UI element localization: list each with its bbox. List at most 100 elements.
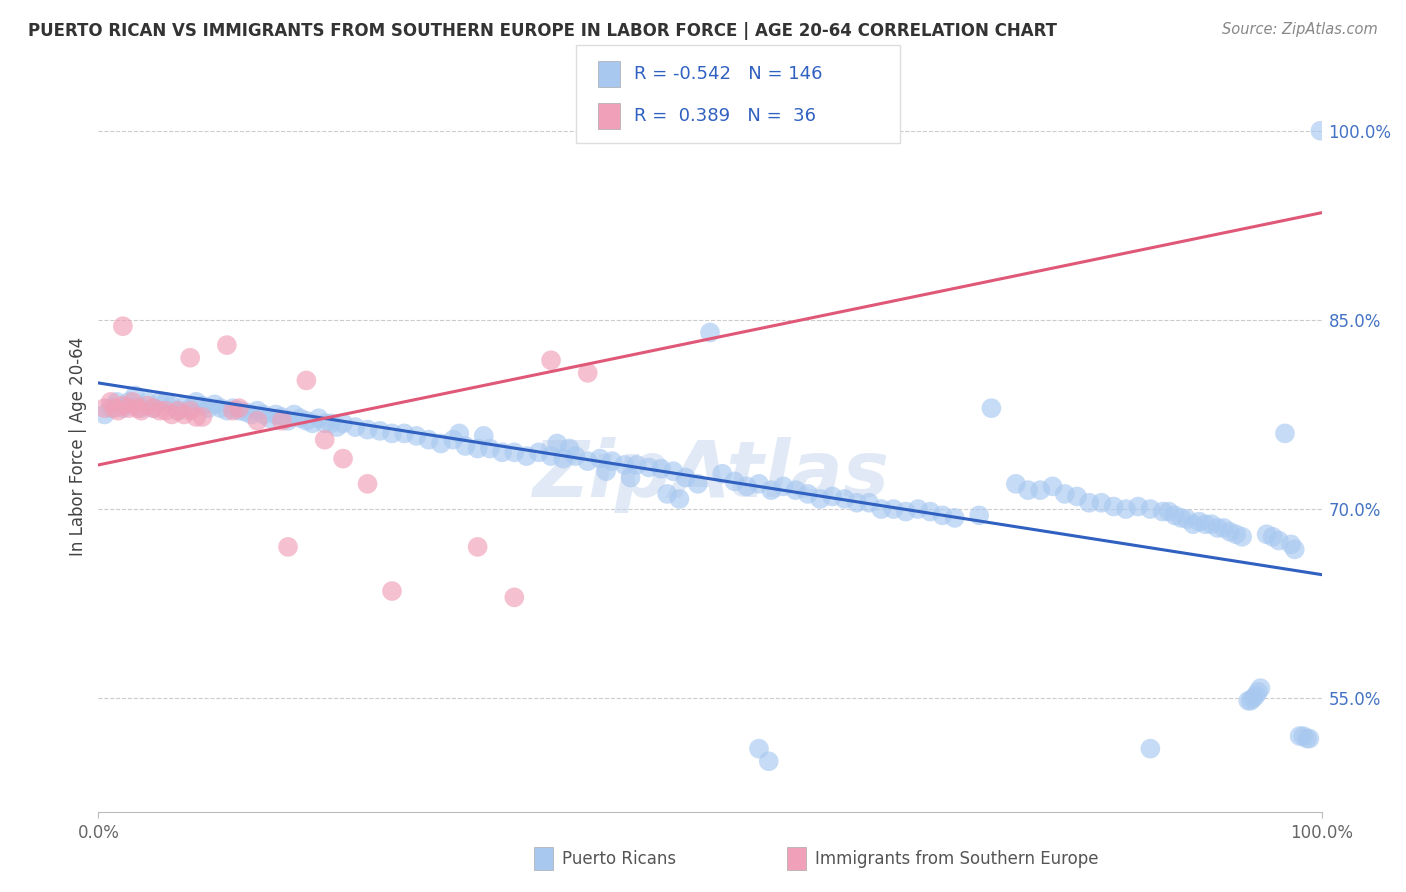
Point (319, 417, 342, 431)
Point (723, 475, 745, 489)
Point (430, 436, 453, 450)
Y-axis label: In Labor Force | Age 20-64: In Labor Force | Age 20-64 (69, 336, 87, 556)
Point (907, 502, 929, 516)
Point (1182, 517, 1205, 532)
Text: PUERTO RICAN VS IMMIGRANTS FROM SOUTHERN EUROPE IN LABOR FORCE | AGE 20-64 CORRE: PUERTO RICAN VS IMMIGRANTS FROM SOUTHERN… (28, 22, 1057, 40)
Point (797, 487, 820, 501)
Point (735, 479, 758, 493)
Point (491, 445, 513, 459)
Point (472, 429, 495, 443)
Point (1017, 483, 1039, 497)
Point (454, 439, 477, 453)
Point (277, 540, 299, 554)
Point (1268, 533, 1291, 548)
Point (619, 470, 641, 484)
Point (149, 403, 172, 417)
Point (142, 401, 165, 416)
Point (124, 388, 146, 402)
Point (576, 366, 599, 380)
Point (515, 449, 537, 463)
Point (332, 417, 354, 431)
Point (1292, 729, 1315, 743)
Point (589, 451, 612, 466)
Point (155, 395, 177, 409)
Point (1157, 505, 1180, 519)
Point (264, 408, 287, 422)
Point (626, 458, 648, 472)
Point (1219, 524, 1241, 539)
Point (600, 454, 623, 468)
Point (314, 433, 336, 447)
Point (785, 483, 807, 497)
Point (558, 442, 581, 456)
Point (478, 442, 501, 456)
Point (657, 487, 679, 501)
Point (1212, 521, 1234, 535)
Point (240, 408, 263, 422)
Point (540, 449, 562, 463)
Point (186, 395, 208, 409)
Point (980, 401, 1002, 416)
Point (405, 429, 427, 443)
Point (553, 451, 575, 466)
Point (662, 464, 685, 478)
Point (711, 467, 734, 481)
Point (1256, 527, 1278, 541)
Point (1309, 124, 1331, 138)
Point (1188, 515, 1211, 529)
Point (1042, 479, 1064, 493)
Text: Puerto Ricans: Puerto Ricans (562, 849, 676, 868)
Point (301, 417, 323, 431)
Point (668, 491, 690, 506)
Point (222, 401, 245, 416)
Point (1240, 694, 1263, 708)
Point (277, 414, 299, 428)
Point (467, 442, 489, 456)
Point (283, 408, 305, 422)
Point (252, 408, 274, 422)
Point (381, 584, 404, 599)
Point (270, 414, 294, 428)
Point (167, 403, 190, 417)
Point (155, 403, 177, 417)
Point (179, 403, 201, 417)
Point (1284, 542, 1306, 557)
Point (173, 408, 195, 422)
Point (1247, 685, 1270, 699)
Point (246, 414, 269, 428)
Point (772, 479, 794, 493)
Point (197, 401, 219, 416)
Point (290, 411, 312, 425)
Point (332, 451, 354, 466)
Point (118, 395, 141, 409)
Point (228, 403, 250, 417)
Point (1244, 689, 1267, 703)
Point (356, 423, 378, 437)
Point (111, 399, 134, 413)
Point (1230, 530, 1253, 544)
Point (179, 401, 201, 416)
Point (381, 426, 404, 441)
Point (883, 502, 905, 516)
Point (186, 409, 208, 424)
Point (1296, 731, 1319, 746)
Point (894, 505, 917, 519)
Point (173, 399, 195, 413)
Point (215, 403, 238, 417)
Point (1241, 691, 1264, 706)
Text: R =  0.389   N =  36: R = 0.389 N = 36 (634, 107, 815, 125)
Point (1053, 487, 1076, 501)
Point (576, 454, 599, 468)
Point (107, 403, 129, 417)
Point (1298, 731, 1320, 746)
Text: Immigrants from Southern Europe: Immigrants from Southern Europe (815, 849, 1099, 868)
Text: Source: ZipAtlas.com: Source: ZipAtlas.com (1222, 22, 1378, 37)
Point (650, 461, 672, 475)
Point (344, 420, 367, 434)
Point (546, 436, 568, 450)
Point (931, 508, 953, 523)
Point (392, 426, 416, 441)
Point (246, 403, 269, 417)
Point (127, 401, 149, 416)
Point (314, 417, 336, 431)
